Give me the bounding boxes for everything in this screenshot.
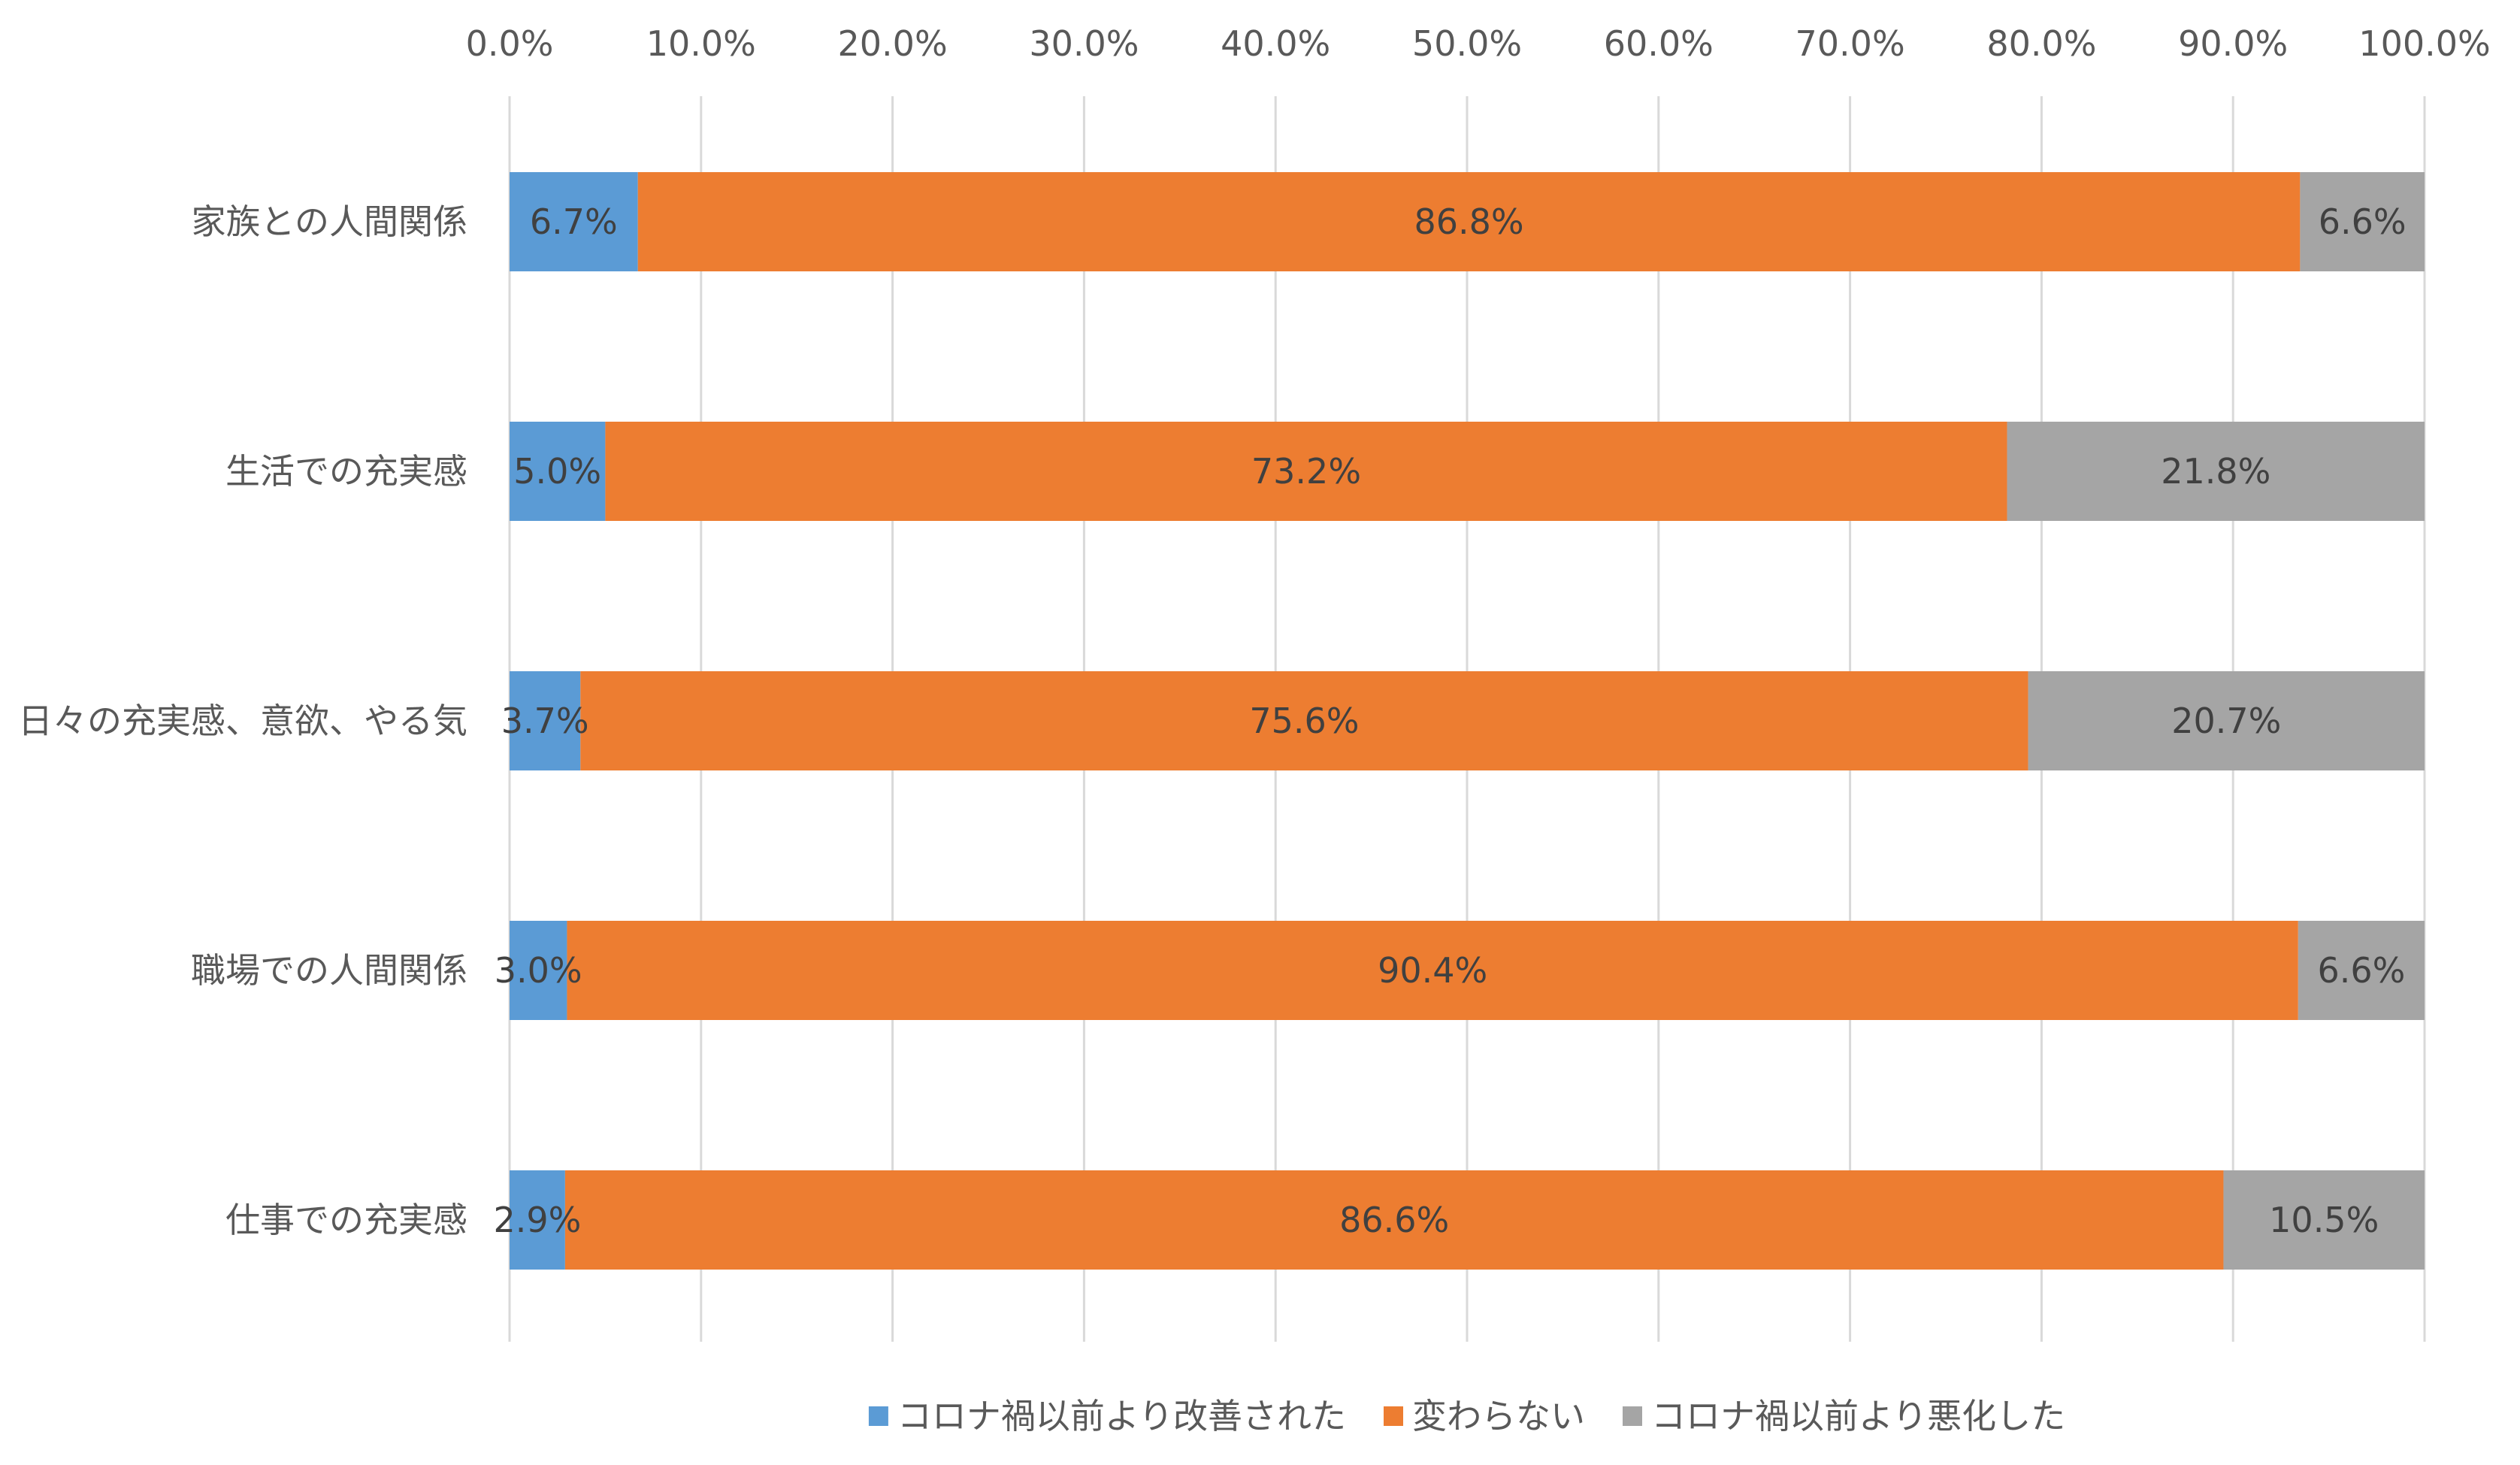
legend-label: コロナ禍以前より改善された (897, 1396, 1346, 1436)
bar-segment (510, 921, 567, 1020)
bars (510, 172, 2425, 1270)
legend-swatch (1623, 1406, 1642, 1426)
x-tick-label: 80.0% (1986, 23, 2096, 64)
bar-segment (2300, 172, 2425, 271)
bar-segment (510, 422, 606, 521)
category-label: 生活での充実感 (225, 451, 467, 492)
data-label: 73.2% (1251, 451, 1361, 492)
legend-item: 変わらない (1384, 1396, 1585, 1436)
legend: コロナ禍以前より改善された 変わらない コロナ禍以前より悪化した (868, 1396, 2065, 1436)
x-tick-label: 90.0% (2178, 23, 2288, 64)
category-label: 日々の充実感、意欲、やる気 (18, 701, 467, 741)
x-tick-label: 20.0% (838, 23, 948, 64)
x-tick-label: 10.0% (646, 23, 756, 64)
data-label: 75.6% (1249, 701, 1359, 741)
legend-label: コロナ禍以前より悪化した (1651, 1396, 2065, 1436)
legend-swatch (1384, 1406, 1403, 1426)
data-labels: 6.7% 86.8% 6.6% 5.0% 73.2% 21.8% 3.7% 75.6% 20.7… (494, 201, 2407, 1240)
x-tick-label: 100.0% (2358, 23, 2490, 64)
bar-segment (510, 172, 638, 271)
data-label: 3.7% (501, 701, 589, 741)
bar-segment (2298, 921, 2425, 1020)
data-label: 6.7% (530, 201, 618, 242)
bar-segment (580, 671, 2028, 770)
bar-segment (2223, 1170, 2425, 1270)
data-label: 21.8% (2161, 451, 2270, 492)
data-label: 10.5% (2269, 1200, 2379, 1240)
bar-segment (637, 172, 2301, 271)
bar-segment (2028, 671, 2425, 770)
x-tick-label: 70.0% (1795, 23, 1905, 64)
legend-label: 変わらない (1412, 1396, 1585, 1436)
legend-swatch (868, 1406, 888, 1426)
data-label: 5.0% (513, 451, 601, 492)
category-label: 職場での人間関係 (191, 950, 467, 991)
legend-item: コロナ禍以前より悪化した (1623, 1396, 2065, 1436)
x-tick-label: 30.0% (1029, 23, 1139, 64)
bar-segment (510, 1170, 565, 1270)
data-label: 6.6% (2319, 201, 2407, 242)
x-tick-label: 40.0% (1221, 23, 1330, 64)
x-tick-label: 50.0% (1412, 23, 1522, 64)
data-label: 2.9% (494, 1200, 582, 1240)
bar-segment (510, 671, 581, 770)
bar-segment (567, 921, 2298, 1020)
category-label: 仕事での充実感 (225, 1200, 467, 1240)
x-tick-label: 60.0% (1604, 23, 1714, 64)
x-tick-label: 0.0% (466, 23, 554, 64)
bar-segment (2007, 422, 2425, 521)
bar-segment (605, 422, 2007, 521)
data-label: 86.8% (1414, 201, 1523, 242)
bar-segment (564, 1170, 2224, 1270)
data-label: 90.4% (1378, 950, 1487, 991)
data-label: 20.7% (2171, 701, 2281, 741)
data-label: 6.6% (2317, 950, 2405, 991)
x-axis-tick-labels: 0.0% 10.0% 20.0% 30.0% 40.0% 50.0% 60.0% 70.0% 8… (466, 23, 2491, 64)
data-label: 86.6% (1339, 1200, 1449, 1240)
category-labels: 家族との人間関係生活での充実感日々の充実感、意欲、やる気職場での人間関係仕事での… (18, 201, 467, 1240)
data-label: 3.0% (495, 950, 582, 991)
legend-item: コロナ禍以前より改善された (868, 1396, 1346, 1436)
category-label: 家族との人間関係 (191, 201, 467, 242)
